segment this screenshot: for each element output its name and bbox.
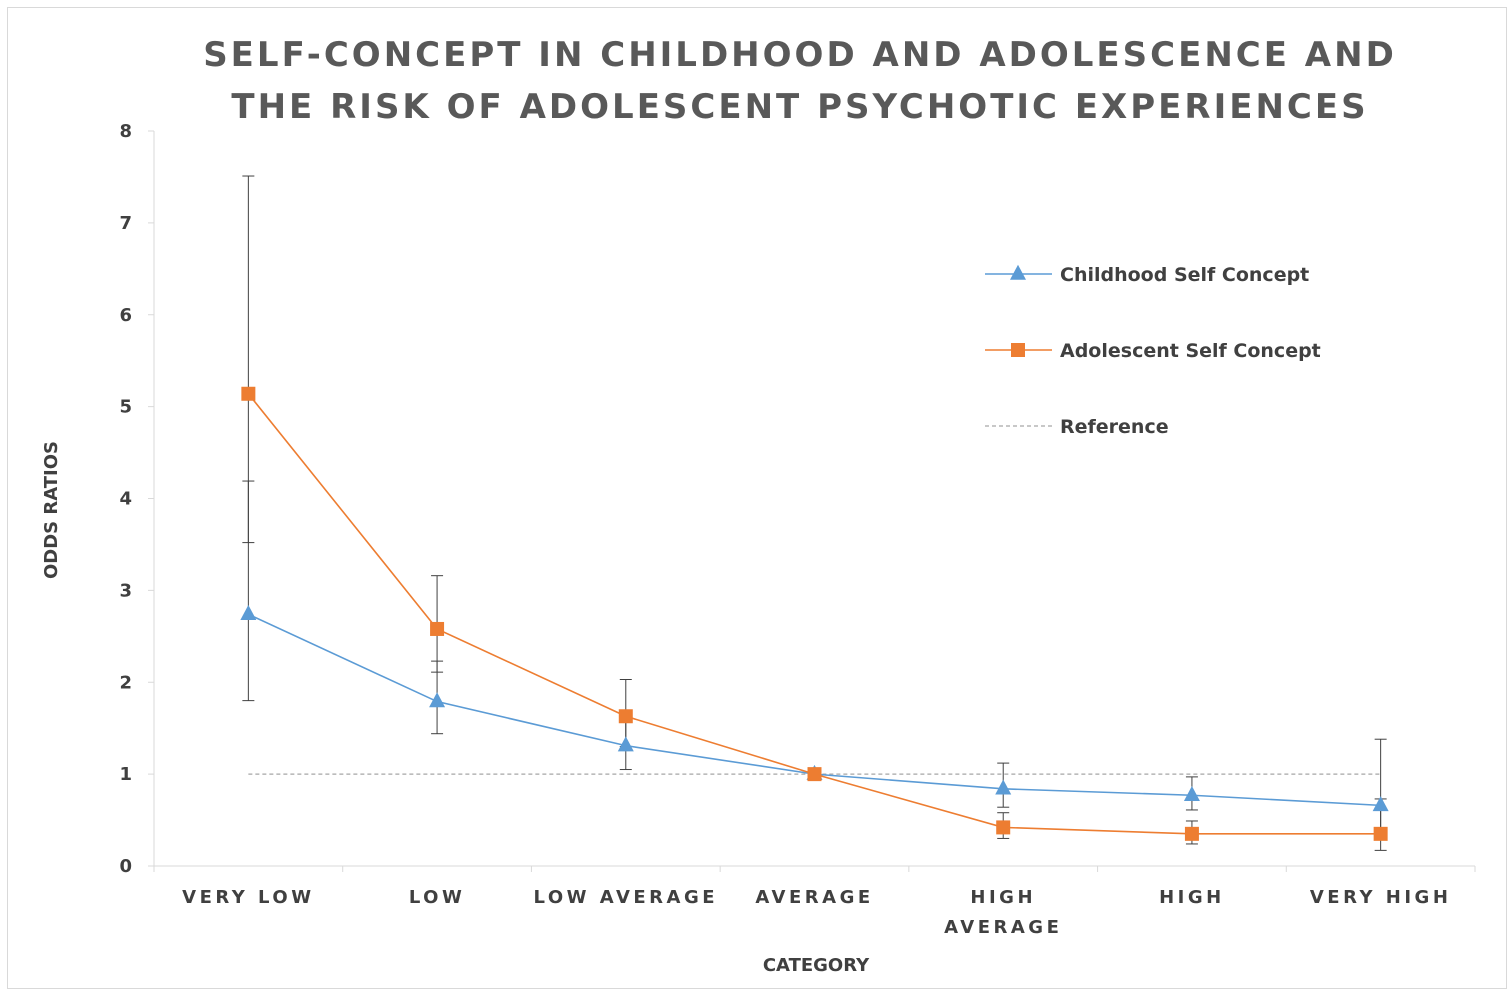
- adolescent-point-marker: [618, 709, 633, 724]
- data-markers: [240, 386, 1389, 841]
- childhood-point-marker: [429, 692, 446, 708]
- childhood-point-marker: [617, 736, 634, 752]
- childhood-point-marker: [995, 779, 1012, 795]
- adolescent-point-marker: [1184, 826, 1199, 841]
- childhood-point-marker: [1372, 796, 1389, 812]
- adolescent-point-marker: [241, 386, 256, 401]
- x-tick-label: LOW AVERAGE: [534, 887, 719, 908]
- y-tick-label: 8: [119, 121, 132, 142]
- legend-swatch-marker: [1011, 343, 1025, 357]
- y-tick-label: 1: [119, 764, 132, 785]
- adolescent-point-marker: [807, 767, 822, 782]
- legend: Childhood Self Concept Adolescent Self Co…: [985, 264, 1321, 438]
- legend-swatch-marker: [1010, 264, 1026, 280]
- y-tick-label: 2: [119, 672, 132, 693]
- x-tick-label: AVERAGE: [944, 917, 1062, 938]
- legend-item-reference: Reference: [985, 416, 1169, 438]
- legend-item-adolescent: Adolescent Self Concept: [985, 340, 1321, 362]
- y-tick-label: 7: [119, 213, 132, 234]
- legend-label: Adolescent Self Concept: [1060, 340, 1321, 362]
- y-tick-label: 0: [119, 856, 132, 877]
- y-tick-label: 5: [119, 397, 132, 418]
- x-tick-label: VERY HIGH: [1310, 887, 1452, 908]
- y-axis-title: ODDS RATIOS: [41, 441, 62, 579]
- legend-item-childhood: Childhood Self Concept: [985, 264, 1309, 286]
- chart-frame: [7, 7, 1507, 989]
- x-tick-label: VERY LOW: [182, 887, 314, 908]
- childhood-point-marker: [240, 604, 257, 620]
- y-tick-label: 6: [119, 305, 132, 326]
- legend-label: Reference: [1060, 416, 1169, 438]
- chart-title-line-2: THE RISK OF ADOLESCENT PSYCHOTIC EXPERIE…: [231, 87, 1368, 127]
- adolescent-point-marker: [996, 820, 1011, 835]
- y-tick-label: 3: [119, 580, 132, 601]
- x-axis-title: CATEGORY: [763, 955, 870, 976]
- chart-title-line-1: SELF-CONCEPT IN CHILDHOOD AND ADOLESCENC…: [203, 35, 1397, 75]
- x-tick-label: HIGH: [1159, 887, 1225, 908]
- legend-label: Childhood Self Concept: [1060, 264, 1309, 286]
- adolescent-point-marker: [1373, 826, 1388, 841]
- adolescent-point-marker: [430, 621, 445, 636]
- x-tick-label: AVERAGE: [755, 887, 873, 908]
- y-tick-label: 4: [119, 489, 132, 510]
- axes: 0 1 2 3 4 5 6 7 8 VERY LOW LOW LOW AVERAGE AVERAGE HI…: [119, 121, 1476, 938]
- childhood-point-marker: [1183, 785, 1200, 801]
- x-tick-label: HIGH: [970, 887, 1036, 908]
- x-tick-label: LOW: [409, 887, 465, 908]
